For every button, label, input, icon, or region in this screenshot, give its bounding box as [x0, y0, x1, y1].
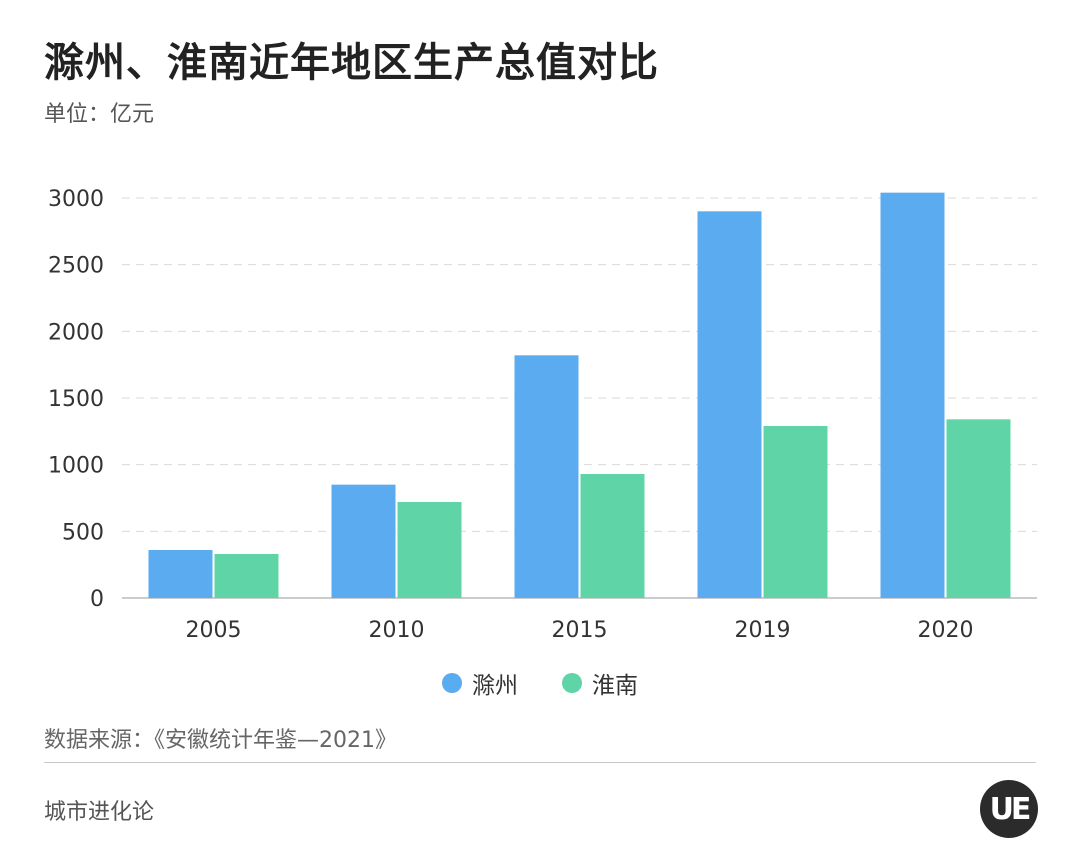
ue-logo: UE	[980, 780, 1038, 838]
bar-huainan-2015	[580, 474, 645, 598]
chart-title: 滁州、淮南近年地区生产总值对比	[44, 40, 659, 86]
footer-divider	[44, 762, 1036, 763]
y-tick-label: 1500	[48, 387, 104, 412]
bar-chuzhou-2015	[514, 355, 579, 598]
legend-label-chuzhou: 滁州	[472, 673, 518, 699]
bar-huainan-2020	[946, 419, 1011, 598]
y-tick-label: 2000	[48, 320, 104, 345]
data-source-note: 数据来源：《安徽统计年鉴—2021》	[44, 728, 397, 753]
legend-swatch-chuzhou	[442, 673, 462, 693]
x-tick-label: 2015	[552, 618, 608, 643]
y-tick-label: 500	[62, 520, 104, 545]
x-tick-label: 2020	[918, 618, 974, 643]
y-tick-label: 0	[90, 587, 104, 612]
legend-label-huainan: 淮南	[592, 673, 638, 699]
y-tick-label: 2500	[48, 254, 104, 279]
legend-item-chuzhou: 滁州	[442, 666, 518, 700]
bar-huainan-2019	[763, 426, 828, 598]
y-tick-label: 1000	[48, 454, 104, 479]
legend-item-huainan: 淮南	[562, 666, 638, 700]
bar-chuzhou-2005	[148, 550, 213, 598]
bar-chuzhou-2010	[331, 484, 396, 598]
x-tick-label: 2010	[369, 618, 425, 643]
bar-chuzhou-2020	[880, 192, 945, 598]
bar-chuzhou-2019	[697, 211, 762, 599]
unit-label: 单位：亿元	[44, 102, 155, 127]
x-tick-label: 2019	[735, 618, 791, 643]
x-tick-label: 2005	[186, 618, 242, 643]
legend: 滁州 淮南	[0, 666, 1080, 700]
brand-name: 城市进化论	[44, 800, 155, 825]
legend-swatch-huainan	[562, 673, 582, 693]
bar-chart: 0 500 1000 1500 2000 2500 3000 2005 2010 2015 2019…	[48, 187, 1037, 643]
bar-huainan-2010	[397, 502, 462, 598]
y-tick-label: 3000	[48, 187, 104, 212]
bar-huainan-2005	[214, 554, 279, 598]
